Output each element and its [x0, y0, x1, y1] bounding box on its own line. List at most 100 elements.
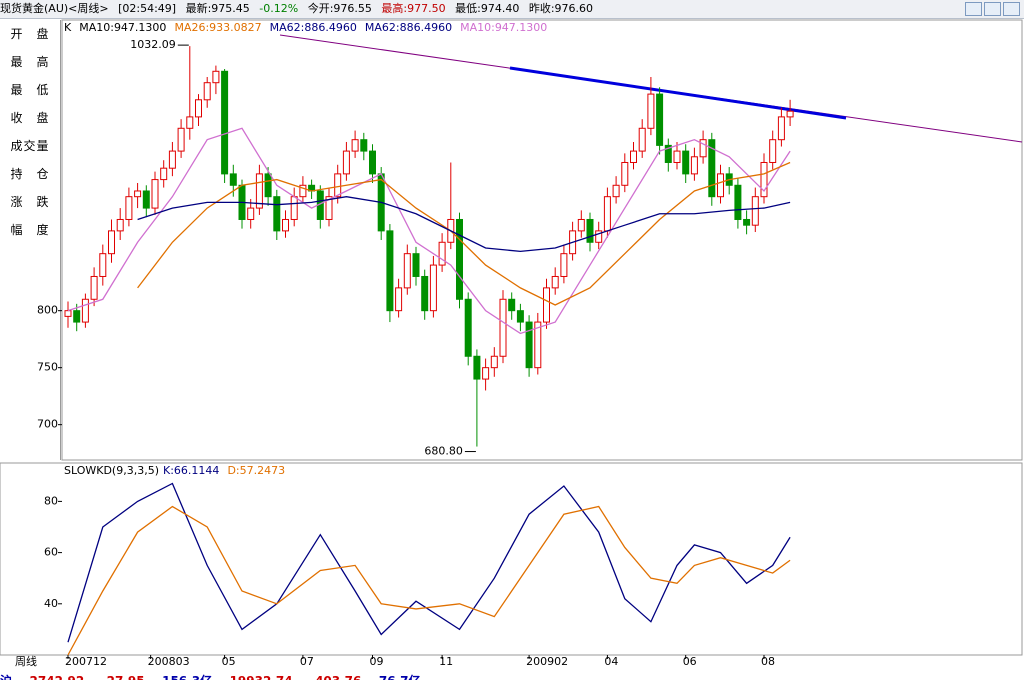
line-series — [137, 161, 791, 306]
legend-entry: D:57.2473 — [227, 464, 285, 477]
ticker-item: 156.3亿 — [162, 670, 212, 680]
y-tick-label: 750 — [37, 361, 58, 374]
high-annotation: 1032.09 — [130, 38, 176, 51]
candle-body — [221, 70, 229, 175]
candle-body — [673, 150, 681, 163]
candle-body — [134, 190, 142, 198]
candle-body — [534, 321, 542, 369]
candle-body — [351, 139, 359, 152]
quote-change: -0.12% — [259, 2, 299, 15]
candle-body — [90, 275, 98, 300]
candle-body — [203, 82, 211, 101]
low-annotation: 680.80 — [424, 445, 463, 458]
candle-body — [273, 196, 281, 232]
kd-panel — [0, 462, 1023, 656]
menu-item[interactable]: 开 盘 — [10, 27, 50, 41]
candle-body — [786, 110, 794, 118]
candle-body — [108, 230, 115, 255]
candle-body — [160, 167, 168, 181]
menu-item[interactable]: 涨 跌 — [10, 195, 50, 209]
forward-button[interactable] — [984, 2, 1001, 16]
line-series — [67, 127, 791, 335]
candle-body — [708, 139, 716, 198]
period-label: 周线 — [15, 654, 37, 668]
menu-item[interactable]: 幅 度 — [10, 223, 50, 237]
candle-body — [195, 99, 202, 118]
candle-body — [264, 173, 272, 198]
side-menu: 开 盘 最 高 最 低 收 盘 成交量 持 仓 涨 跌 幅 度 — [0, 20, 61, 460]
candle-body — [212, 70, 220, 84]
x-tick-label: 09 — [370, 655, 384, 668]
legend-entry: MA62:886.4960 — [270, 21, 357, 34]
candle-body — [229, 173, 237, 186]
candle-body — [325, 196, 333, 220]
x-tick-label: 05 — [222, 655, 236, 668]
candle-body — [438, 241, 446, 266]
candle-body — [282, 218, 289, 232]
candle-body — [612, 184, 620, 198]
candle-body — [456, 218, 463, 300]
candle-body — [334, 173, 342, 198]
candle-body — [595, 230, 603, 243]
candle-body — [751, 196, 759, 226]
candle-body — [395, 287, 403, 312]
candle-body — [125, 196, 133, 220]
legend-entry: MA26:933.0827 — [174, 21, 261, 34]
candle-body — [760, 161, 768, 198]
candle-body — [151, 179, 159, 209]
quote-high: 最高:977.50 — [381, 2, 446, 15]
tile-button[interactable] — [1003, 2, 1020, 16]
candle-body — [603, 196, 611, 232]
x-tick-label: 08 — [761, 655, 775, 668]
candle-body — [255, 173, 263, 209]
menu-item[interactable]: 最 高 — [10, 55, 50, 69]
menu-item[interactable]: 成交量 — [10, 139, 50, 153]
y-tick-label: 800 — [37, 304, 58, 317]
legend-entry: K:66.1144 — [163, 464, 219, 477]
candle-body — [543, 287, 550, 323]
candle-body — [717, 173, 724, 198]
x-tick-label: 200803 — [148, 655, 190, 668]
candle-body — [664, 144, 672, 163]
candle-body — [499, 298, 507, 357]
candle-body — [299, 184, 307, 198]
candle-body — [412, 253, 420, 277]
candle-body — [525, 321, 533, 369]
candle-body — [508, 298, 516, 312]
back-button[interactable] — [965, 2, 982, 16]
candle-body — [369, 150, 376, 175]
ticker-item: 76.7亿 — [379, 670, 421, 680]
line-series — [137, 196, 791, 253]
legend-entry: K — [64, 21, 72, 34]
candle-body — [360, 139, 368, 152]
ticker-bar: 沪 2742.92 -27.95 156.3亿 19932.74 -403.76… — [0, 670, 1024, 680]
ticker-item: -27.95 — [102, 670, 145, 680]
quote-open: 今开:976.55 — [307, 2, 372, 15]
candle-body — [769, 139, 777, 163]
candle-body — [777, 116, 785, 141]
x-tick-label: 06 — [683, 655, 697, 668]
menu-item[interactable]: 最 低 — [10, 83, 50, 97]
candle-body — [473, 355, 481, 380]
candle-body — [116, 218, 124, 232]
legend-entry: MA10:947.1300 — [79, 21, 166, 34]
candle-body — [638, 127, 646, 152]
menu-item[interactable]: 收 盘 — [10, 111, 50, 125]
candle-body — [682, 150, 690, 175]
candle-body — [177, 127, 185, 152]
trend-line-bold — [509, 66, 847, 120]
menu-item[interactable]: 持 仓 — [10, 167, 50, 181]
price-panel — [61, 19, 1023, 461]
candle-body — [186, 116, 194, 129]
instrument-title: 现货黄金(AU)<周线> — [0, 2, 109, 15]
candle-body — [690, 156, 698, 175]
candle-body — [142, 190, 150, 209]
candle-body — [621, 161, 629, 186]
candle-body — [429, 264, 437, 312]
x-tick-label: 200712 — [65, 655, 107, 668]
quote-last: 最新:975.45 — [185, 2, 250, 15]
candle-body — [630, 150, 637, 163]
candle-body — [168, 150, 176, 169]
candle-body — [560, 253, 568, 277]
